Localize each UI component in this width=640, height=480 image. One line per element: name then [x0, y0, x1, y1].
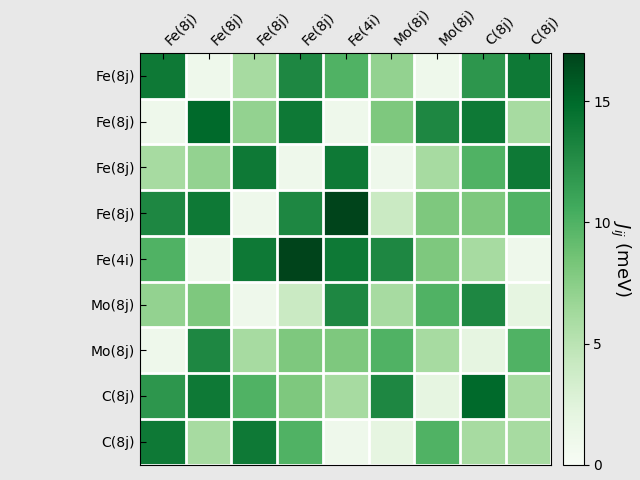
Y-axis label: $J_{ij}$ (meV): $J_{ij}$ (meV): [607, 220, 632, 297]
